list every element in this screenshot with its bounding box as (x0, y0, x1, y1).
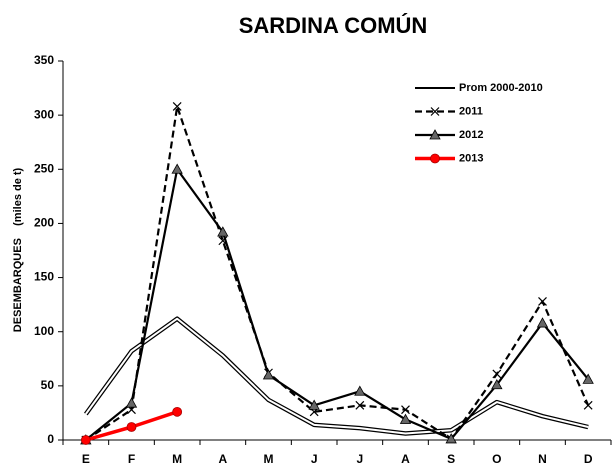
series-marker (172, 102, 182, 111)
x-tick-label: J (311, 452, 318, 466)
series-marker (445, 433, 457, 444)
series-marker (126, 422, 137, 432)
y-tick-label: 300 (34, 107, 54, 121)
x-tick-label: J (356, 452, 363, 466)
x-tick-label: D (584, 452, 593, 466)
series-marker (401, 405, 410, 415)
series-marker (354, 385, 366, 396)
legend-marker (430, 153, 440, 164)
series-marker (172, 406, 183, 417)
legend-label: 2013 (459, 152, 483, 164)
x-tick-label: S (447, 452, 455, 466)
x-tick-label: N (538, 452, 547, 466)
y-tick-label: 200 (34, 216, 54, 230)
x-tick-label: O (492, 452, 501, 466)
x-tick-label: M (264, 452, 274, 466)
y-tick-label: 100 (34, 324, 54, 338)
series-marker (492, 369, 502, 379)
series-marker (538, 296, 547, 306)
series-marker (262, 369, 275, 380)
series-marker (399, 413, 412, 424)
legend-label: Prom 2000-2010 (459, 82, 543, 94)
y-tick-label: 150 (34, 270, 54, 284)
y-tick-label: 350 (34, 53, 54, 67)
x-tick-label: A (401, 452, 410, 466)
series-line (85, 105, 590, 441)
y-tick-label: 250 (34, 161, 54, 175)
y-axis-label: DESEMBARQUES (miles de t) (12, 167, 24, 332)
legend-marker (430, 107, 440, 116)
legend-label: 2012 (459, 129, 483, 141)
series-marker (217, 226, 229, 237)
series-marker (125, 397, 138, 408)
series-marker (171, 163, 183, 174)
chart-title: SARDINA COMÚN (239, 13, 428, 38)
x-tick-label: M (172, 452, 182, 466)
series-marker (308, 399, 320, 410)
x-tick-label: A (218, 452, 227, 466)
series-marker (80, 435, 91, 445)
series-line (85, 317, 589, 435)
series-marker (355, 400, 365, 410)
x-tick-label: E (82, 452, 90, 466)
series-line (85, 168, 590, 441)
series-marker (536, 317, 549, 328)
y-tick-label: 0 (47, 432, 54, 446)
series-marker (582, 373, 594, 384)
legend-label: 2011 (459, 105, 483, 117)
series-marker (583, 400, 593, 410)
x-tick-label: F (128, 452, 135, 466)
legend-marker (429, 129, 441, 140)
series-marker (491, 378, 503, 390)
y-tick-label: 50 (41, 378, 55, 392)
